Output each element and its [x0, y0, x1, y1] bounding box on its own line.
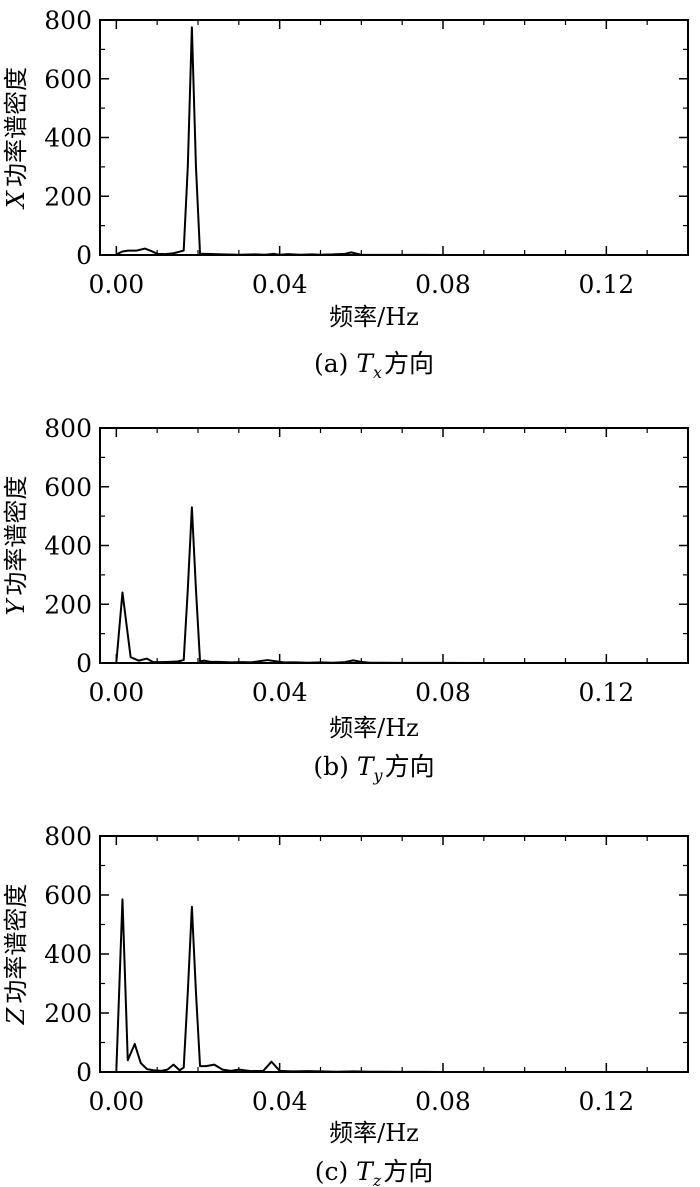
caption-prefix: (a): [314, 349, 356, 378]
caption-subscript: z: [372, 1171, 382, 1187]
x-tick-label: 0.08: [415, 678, 471, 707]
y-axis-label: X 功率谱密度: [2, 67, 30, 210]
caption-suffix: 方向: [384, 349, 434, 378]
x-tick-label: 0.12: [578, 678, 634, 707]
y-axis-label-text: 功率谱密度: [2, 67, 30, 187]
x-tick-label: 0.08: [415, 270, 471, 299]
y-tick-label: 0: [76, 241, 92, 270]
y-tick-label: 200: [44, 999, 92, 1028]
plot-frame: [99, 835, 689, 1073]
x-tick-label: 0.12: [578, 270, 634, 299]
series-line: [115, 506, 688, 664]
panel-caption: (c) Tz方向: [315, 1157, 434, 1187]
caption-prefix: (c): [315, 1157, 356, 1186]
caption-subscript: x: [373, 363, 382, 382]
y-tick-label: 0: [76, 649, 92, 678]
x-tick-label: 0.00: [88, 270, 144, 299]
caption-variable: T: [357, 752, 376, 781]
y-axis-label-letter: X: [2, 190, 30, 210]
caption-prefix: (b): [313, 752, 356, 781]
y-tick-label: 0: [76, 1058, 92, 1087]
caption-variable: T: [356, 349, 375, 378]
y-tick-label: 200: [44, 590, 92, 619]
y-tick-label: 800: [44, 414, 92, 443]
caption-suffix: 方向: [383, 1157, 433, 1186]
x-tick-label: 0.12: [578, 1087, 634, 1116]
x-tick-label: 0.08: [415, 1087, 471, 1116]
y-tick-label: 400: [44, 124, 92, 153]
panel-caption: (a) Tx方向: [314, 349, 434, 382]
x-tick-label: 0.04: [252, 270, 308, 299]
chart-panel-a: 0 200 400 600 800 0.00 0.04 0.08 0.12 频率/Hz X 功率谱密度…: [2, 6, 689, 382]
caption-variable: T: [356, 1157, 375, 1186]
y-axis-label-text: 功率谱密度: [2, 476, 30, 596]
chart-panel-b: 0 200 400 600 800 0.00 0.04 0.08 0.12 频率/Hz Y功率谱密度…: [2, 414, 689, 785]
y-tick-label: 600: [44, 881, 92, 910]
y-axis-label: Y功率谱密度: [2, 476, 30, 616]
plot-frame: [99, 427, 689, 664]
y-tick-label: 600: [44, 65, 92, 94]
x-axis-label: 频率/Hz: [329, 714, 419, 742]
chart-panel-c: 0 200 400 600 800 0.00 0.04 0.08 0.12 频率/Hz Z 功率谱密度…: [2, 822, 689, 1187]
x-tick-label: 0.00: [88, 678, 144, 707]
caption-suffix: 方向: [385, 752, 435, 781]
y-tick-label: 200: [44, 182, 92, 211]
y-axis-label: Z 功率谱密度: [2, 884, 30, 1026]
y-tick-label: 800: [44, 822, 92, 851]
y-tick-label: 800: [44, 6, 92, 35]
x-axis-label: 频率/Hz: [329, 303, 419, 331]
caption-subscript: y: [373, 766, 384, 785]
x-tick-label: 0.04: [252, 1087, 308, 1116]
x-tick-label: 0.00: [88, 1087, 144, 1116]
y-axis-label-letter: Z: [2, 1006, 30, 1025]
series-line: [115, 26, 688, 256]
y-axis-label-letter: Y: [2, 597, 30, 615]
panel-caption: (b) Ty方向: [313, 752, 434, 785]
x-axis-label: 频率/Hz: [329, 1119, 419, 1147]
x-tick-label: 0.04: [252, 678, 308, 707]
y-axis-label-text: 功率谱密度: [2, 884, 30, 1004]
y-tick-label: 600: [44, 473, 92, 502]
y-tick-label: 400: [44, 532, 92, 561]
series-line: [115, 898, 688, 1073]
y-tick-label: 400: [44, 940, 92, 969]
